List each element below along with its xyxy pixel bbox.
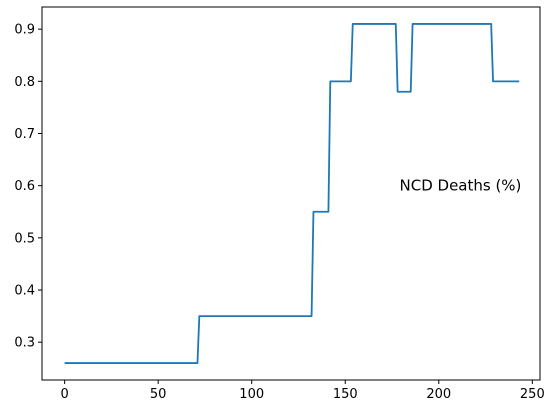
- x-tick-label: 100: [239, 387, 264, 402]
- x-tick-label: 150: [333, 387, 358, 402]
- x-tick-label: 0: [60, 387, 68, 402]
- annotation-label: NCD Deaths (%): [400, 177, 522, 195]
- y-tick-label: 0.9: [14, 23, 35, 38]
- x-tick-label: 250: [520, 387, 545, 402]
- x-tick-label: 200: [426, 387, 451, 402]
- y-tick-label: 0.6: [14, 179, 35, 194]
- series-line-0: [64, 23, 520, 364]
- y-tick-label: 0.3: [14, 336, 35, 351]
- axes-frame: [41, 6, 541, 381]
- x-tick-label: 50: [150, 387, 167, 402]
- y-tick-label: 0.7: [14, 127, 35, 142]
- plot-area: [41, 6, 541, 381]
- y-tick-label: 0.4: [14, 284, 35, 299]
- y-tick-label: 0.5: [14, 231, 35, 246]
- y-tick-label: 0.8: [14, 75, 35, 90]
- axis-ticks: 0 50 100 150 200 250 0.3 0.4 0.5 0.6 0.7 0.8 0.9: [14, 23, 544, 402]
